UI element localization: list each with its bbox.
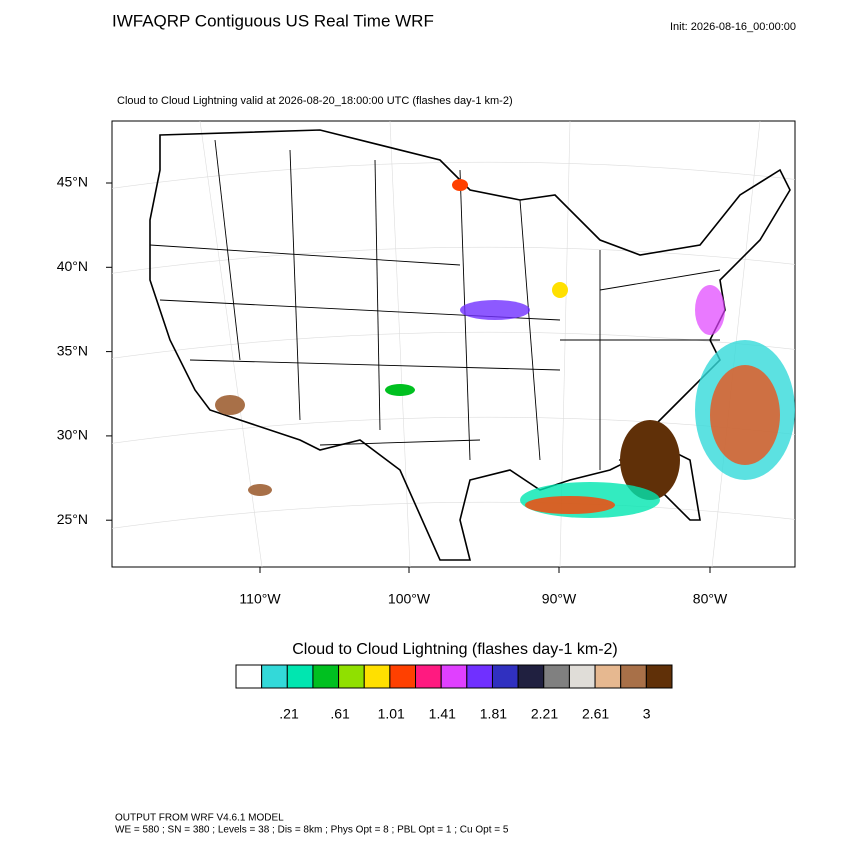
lat-label: 40°N bbox=[57, 258, 88, 274]
lon-label: 110°W bbox=[239, 591, 281, 607]
lat-label: 30°N bbox=[57, 427, 88, 443]
colorbar-label: 1.01 bbox=[378, 706, 405, 722]
us-outline bbox=[149, 129, 791, 561]
lon-label: 100°W bbox=[388, 591, 431, 607]
colorbar-box bbox=[363, 664, 391, 689]
footer-line: WE = 580 ; SN = 380 ; Levels = 38 ; Dis … bbox=[115, 825, 509, 836]
map: 45°N 40°N 35°N 30°N 25°N 110°W 100°W 90°W 80°W bbox=[57, 120, 796, 607]
state-lines bbox=[149, 139, 721, 470]
colorbar-label: .61 bbox=[330, 706, 350, 722]
colorbar-box bbox=[491, 664, 519, 689]
colorbar-box bbox=[235, 664, 263, 689]
colorbar-title: Cloud to Cloud Lightning (flashes day-1 … bbox=[292, 641, 618, 658]
lat-label: 45°N bbox=[57, 174, 88, 190]
lat-label: 35°N bbox=[57, 342, 88, 358]
colorbar-label: 3 bbox=[643, 706, 651, 722]
lightning-field bbox=[215, 179, 795, 518]
colorbar-box bbox=[594, 664, 622, 689]
colorbar-box bbox=[389, 664, 417, 689]
colorbar-box bbox=[466, 664, 493, 689]
colorbar-box bbox=[645, 664, 673, 689]
colorbar-box bbox=[568, 664, 596, 689]
init-time: Init: 2026-08-16_00:00:00 bbox=[670, 21, 796, 33]
colorbar bbox=[235, 664, 673, 689]
colorbar-label: 1.81 bbox=[480, 706, 507, 722]
title: IWFAQRP Contiguous US Real Time WRF bbox=[112, 11, 434, 30]
colorbar-box bbox=[312, 664, 340, 689]
colorbar-box bbox=[261, 664, 288, 689]
colorbar-box bbox=[338, 664, 365, 689]
colorbar-label: 2.21 bbox=[531, 706, 558, 722]
colorbar-box bbox=[440, 664, 468, 689]
colorbar-label: 1.41 bbox=[429, 706, 456, 722]
colorbar-box bbox=[517, 664, 545, 689]
footer-line: OUTPUT FROM WRF V4.6.1 MODEL bbox=[115, 813, 284, 824]
colorbar-label: .21 bbox=[279, 706, 299, 722]
colorbar-box bbox=[620, 664, 647, 689]
colorbar-box bbox=[543, 664, 570, 689]
colorbar-box bbox=[286, 664, 314, 689]
lon-label: 80°W bbox=[693, 591, 728, 607]
colorbar-box bbox=[415, 664, 442, 689]
map-subtitle: Cloud to Cloud Lightning valid at 2026-0… bbox=[117, 95, 513, 107]
colorbar-label: 2.61 bbox=[582, 706, 609, 722]
lon-label: 90°W bbox=[542, 591, 577, 607]
lat-label: 25°N bbox=[57, 511, 88, 527]
